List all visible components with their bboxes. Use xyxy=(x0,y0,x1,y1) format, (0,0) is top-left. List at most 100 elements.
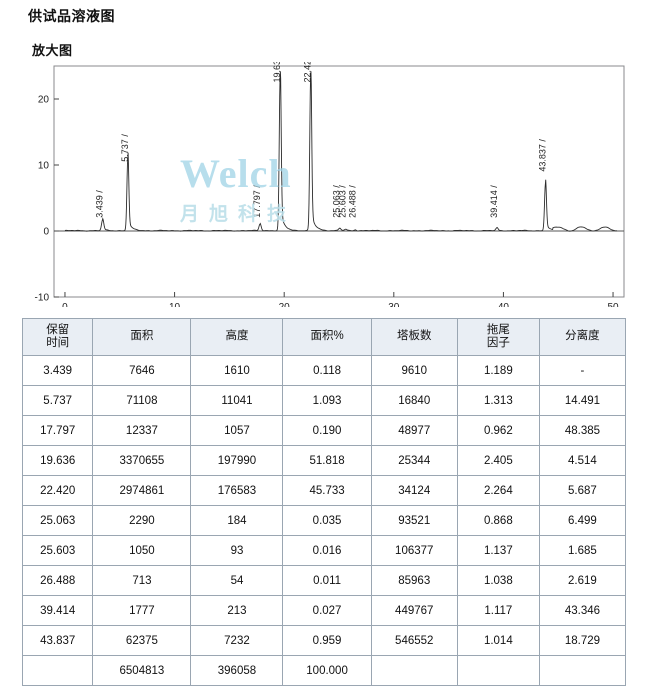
svg-text:20: 20 xyxy=(279,302,291,307)
header-plate-count: 塔板数 xyxy=(370,318,458,356)
header-area: 面积 xyxy=(92,318,192,356)
table-cell: 39.414 xyxy=(21,595,94,626)
table-cell: 1.093 xyxy=(282,385,372,416)
table-cell: 176583 xyxy=(190,475,284,506)
chromatogram-trace xyxy=(64,71,618,232)
table-row: 3.439 7646 1610 0.118 9610 1.189- xyxy=(21,355,627,386)
table-cell: - xyxy=(538,355,627,386)
table-cell: 0.011 xyxy=(282,565,372,596)
header-height: 高度 xyxy=(190,318,284,356)
table-cell: 1610 xyxy=(190,355,284,386)
table-row: 43.837 62375 7232 0.959 546552 1.014 18.729 xyxy=(21,625,627,656)
table-cell: 14.491 xyxy=(538,385,627,416)
peak-label: 22.420 / xyxy=(303,62,313,83)
table-cell: 449767 xyxy=(370,595,458,626)
table-cell: 7232 xyxy=(190,625,284,656)
table-cell: 1777 xyxy=(92,595,192,626)
peak-label: 3.439 / xyxy=(95,190,105,218)
table-cell: 43.837 xyxy=(21,625,94,656)
table-cell: 0.959 xyxy=(282,625,372,656)
table-row: 22.420 2974861 176583 45.733 34124 2.264 5.687 xyxy=(21,475,627,506)
table-cell: 9610 xyxy=(370,355,458,386)
table-cell: 3370655 xyxy=(92,445,192,476)
table-cell: 45.733 xyxy=(282,475,372,506)
table-cell: 16840 xyxy=(370,385,458,416)
table-cell: 2974861 xyxy=(92,475,192,506)
svg-text:50: 50 xyxy=(607,302,619,307)
table-cell: 1.014 xyxy=(456,625,540,656)
table-cell xyxy=(456,655,540,686)
chromatogram-chart: 0 10 20 30 40 50 -10 0 10 20 3.439 / 5.737 / 17.797… xyxy=(20,62,630,307)
table-cell: 26.488 xyxy=(21,565,94,596)
header-tailing-factor: 拖尾 因子 xyxy=(456,318,540,356)
peak-label: 25.603 / xyxy=(338,185,348,218)
svg-text:0: 0 xyxy=(43,227,49,238)
tick-labels: 0 10 20 30 40 50 -10 0 10 20 xyxy=(35,95,619,308)
plot-frame xyxy=(53,65,625,298)
table-cell: 3.439 xyxy=(21,355,94,386)
table-cell: 1.189 xyxy=(456,355,540,386)
table-cell: 4.514 xyxy=(538,445,627,476)
table-header-row: 保留 时间 面积 高度 面积% 塔板数 拖尾 因子 分离度 xyxy=(21,318,627,356)
table-cell xyxy=(21,655,94,686)
table-cell: 12337 xyxy=(92,415,192,446)
table-cell: 0.190 xyxy=(282,415,372,446)
table-cell: 0.118 xyxy=(282,355,372,386)
peak-results-table: 保留 时间 面积 高度 面积% 塔板数 拖尾 因子 分离度 3.439 7646 161… xyxy=(21,318,627,686)
table-cell: 62375 xyxy=(92,625,192,656)
table-cell xyxy=(538,655,627,686)
table-cell: 100.000 xyxy=(282,655,372,686)
table-row: 26.488 713 54 0.011 85963 1.038 2.619 xyxy=(21,565,627,596)
chart-subtitle: 放大图 xyxy=(32,43,73,58)
table-row: 25.603 1050 93 0.016 106377 1.137 1.685 xyxy=(21,535,627,566)
table-cell: 43.346 xyxy=(538,595,627,626)
table-row: 39.414 1777 213 0.027 449767 1.117 43.346 xyxy=(21,595,627,626)
table-cell: 71108 xyxy=(92,385,192,416)
table-cell: 5.737 xyxy=(21,385,94,416)
table-cell: 2290 xyxy=(92,505,192,536)
table-cell: 2.264 xyxy=(456,475,540,506)
table-row: 5.737 71108 11041 1.093 16840 1.313 14.491 xyxy=(21,385,627,416)
table-cell: 22.420 xyxy=(21,475,94,506)
peak-label: 26.488 / xyxy=(347,185,357,218)
svg-text:-10: -10 xyxy=(35,293,50,304)
table-cell: 5.687 xyxy=(538,475,627,506)
table-cell: 0.027 xyxy=(282,595,372,626)
table-cell: 7646 xyxy=(92,355,192,386)
table-cell: 51.818 xyxy=(282,445,372,476)
table-cell: 0.035 xyxy=(282,505,372,536)
table-cell: 18.729 xyxy=(538,625,627,656)
table-cell: 213 xyxy=(190,595,284,626)
header-resolution: 分离度 xyxy=(538,318,627,356)
table-cell: 25.063 xyxy=(21,505,94,536)
table-cell: 25.603 xyxy=(21,535,94,566)
table-cell: 19.636 xyxy=(21,445,94,476)
table-cell: 2.619 xyxy=(538,565,627,596)
table-cell: 48.385 xyxy=(538,415,627,446)
table-cell: 25344 xyxy=(370,445,458,476)
table-row: 25.063 2290 184 0.035 93521 0.868 6.499 xyxy=(21,505,627,536)
svg-text:20: 20 xyxy=(38,95,50,106)
table-cell: 1.137 xyxy=(456,535,540,566)
table-cell: 17.797 xyxy=(21,415,94,446)
table-cell: 93521 xyxy=(370,505,458,536)
table-cell: 48977 xyxy=(370,415,458,446)
table-body: 3.439 7646 1610 0.118 9610 1.189-5.737 71108 11… xyxy=(21,355,627,686)
table-row: 6504813 396058 100.000 xyxy=(21,655,627,686)
table-row: 17.797 12337 1057 0.190 48977 0.962 48.385 xyxy=(21,415,627,446)
svg-text:30: 30 xyxy=(388,302,400,307)
svg-text:0: 0 xyxy=(62,302,68,307)
table-cell: 6.499 xyxy=(538,505,627,536)
table-cell: 1.313 xyxy=(456,385,540,416)
table-cell: 11041 xyxy=(190,385,284,416)
peak-label: 43.837 / xyxy=(537,139,547,172)
table-cell: 1.038 xyxy=(456,565,540,596)
table-cell: 1050 xyxy=(92,535,192,566)
table-cell: 0.868 xyxy=(456,505,540,536)
table-cell: 2.405 xyxy=(456,445,540,476)
peak-label: 19.636 / xyxy=(272,62,282,82)
table-cell: 1057 xyxy=(190,415,284,446)
header-area-percent: 面积% xyxy=(282,318,372,356)
table-cell: 546552 xyxy=(370,625,458,656)
peak-label: 17.797 / xyxy=(252,185,262,218)
